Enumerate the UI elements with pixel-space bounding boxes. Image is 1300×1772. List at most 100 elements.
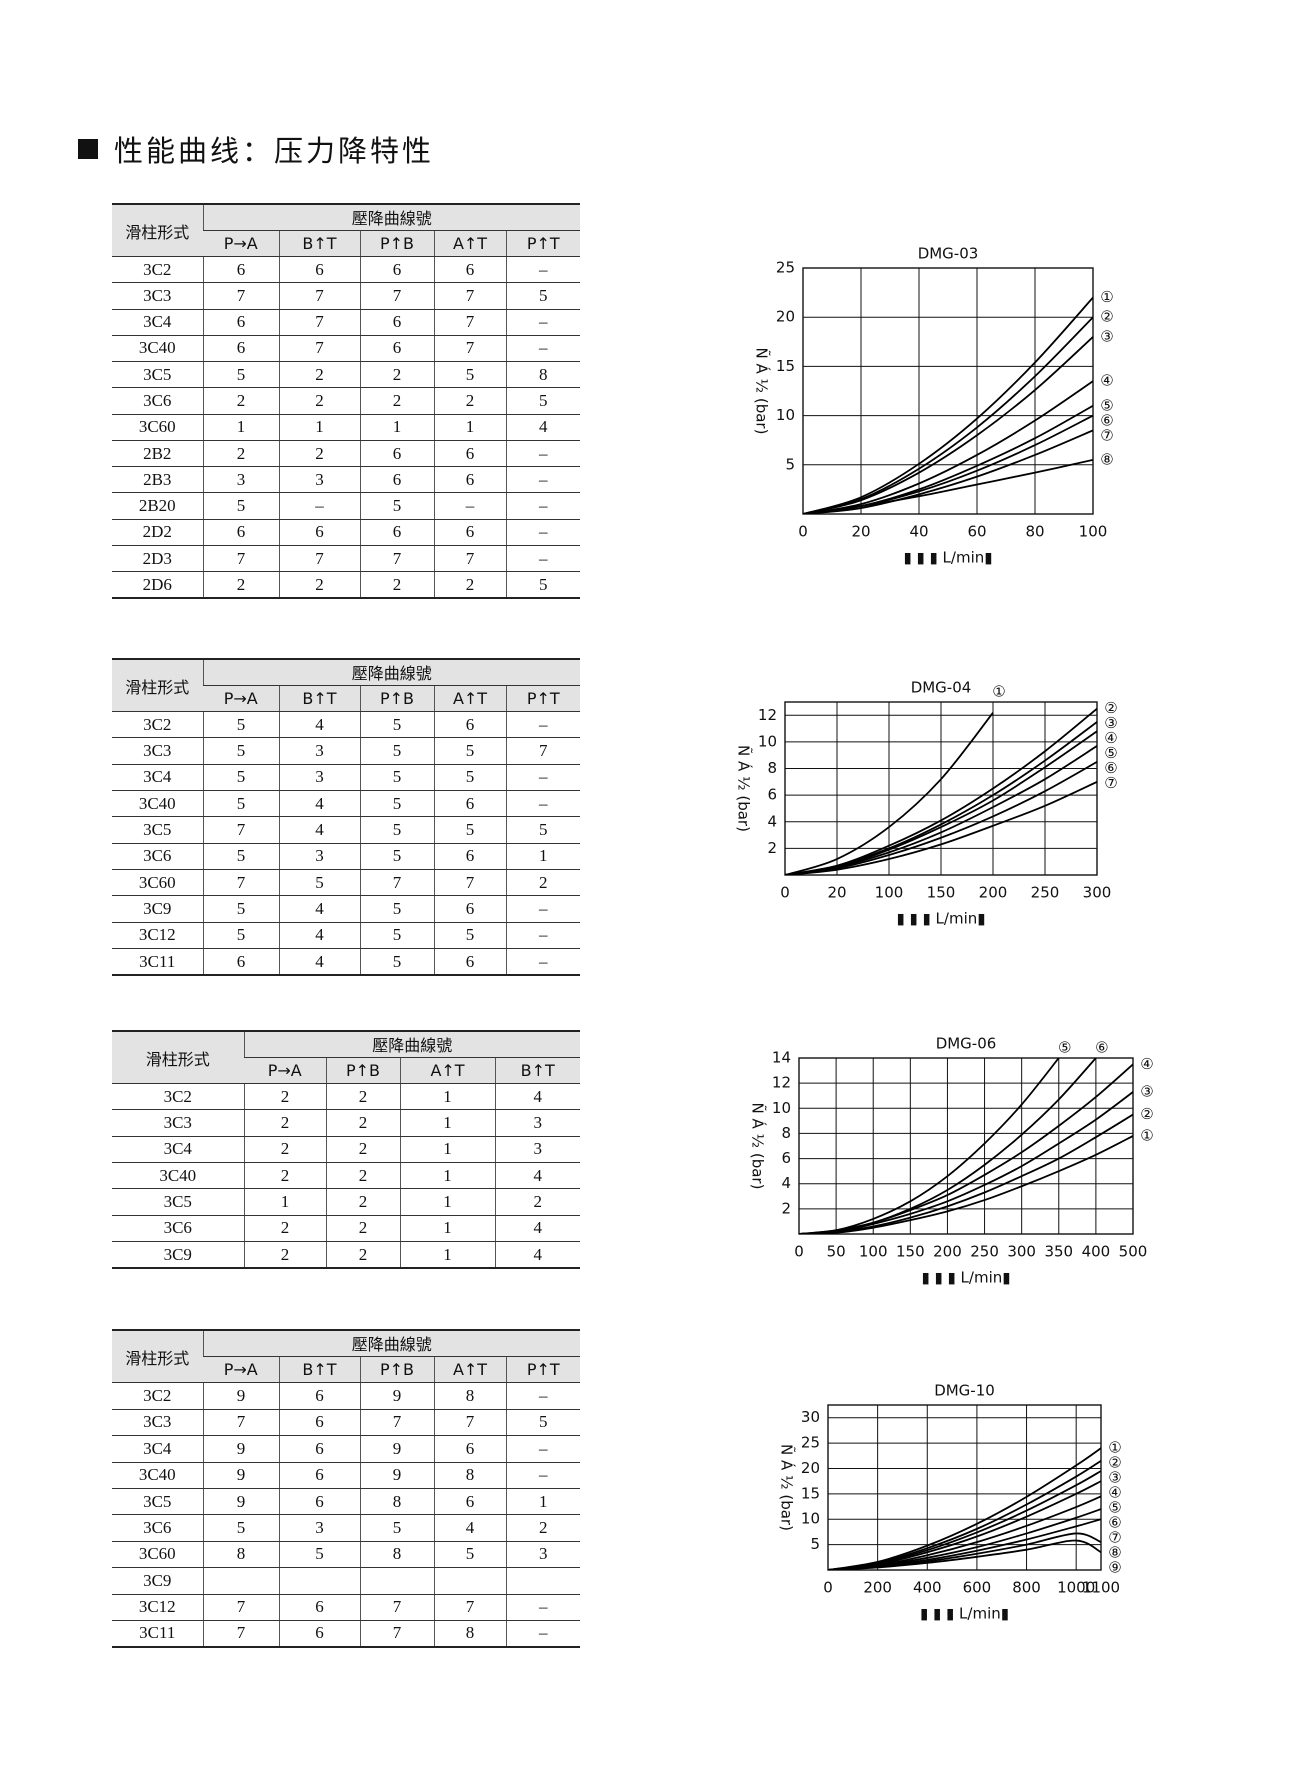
row-label: 2B2: [112, 440, 203, 468]
cell: 7: [359, 1620, 434, 1648]
y-axis-label: Ñ Á ½ (bar): [753, 348, 772, 435]
y-tick-label: 15: [801, 1484, 820, 1502]
y-axis-label: Ñ Á ½ (bar): [735, 745, 754, 832]
cell: 1: [505, 843, 581, 871]
cell: 6: [433, 790, 506, 818]
cell: –: [433, 492, 506, 520]
cell: –: [278, 492, 360, 520]
cell: 9: [202, 1435, 279, 1463]
cell: 5: [359, 948, 434, 976]
curve-label: ④: [1104, 729, 1117, 747]
cell: 2: [505, 869, 581, 897]
cell: 6: [359, 309, 434, 336]
row-label: 3C5: [112, 1488, 203, 1516]
table-row: 2D2 6 6 6 6–: [112, 519, 581, 546]
table-row: 3C2 2 2 1 4: [112, 1083, 581, 1111]
column-header: A↑T: [433, 230, 506, 258]
cell: 2: [325, 1188, 400, 1216]
row-label: 3C2: [112, 711, 203, 739]
cell: 2: [278, 387, 360, 415]
cell: –: [505, 1620, 581, 1648]
y-axis-label: Ñ Á ½ (bar): [778, 1444, 797, 1531]
table-row: 3C6 2 2 2 2 5: [112, 387, 581, 415]
cell: 6: [202, 335, 279, 363]
curve: [803, 296, 1093, 514]
table-row: 3C3 2 2 1 3: [112, 1109, 581, 1137]
table-row: 3C2 5 4 5 6–: [112, 711, 581, 739]
curve-label: ⑥: [1100, 411, 1113, 429]
cell: 6: [278, 256, 360, 284]
cell: 5: [359, 764, 434, 792]
cell: –: [505, 545, 581, 573]
header-row: 滑柱形式 壓降曲線號: [112, 1031, 581, 1085]
cell: –: [505, 711, 581, 739]
cell: 1: [399, 1083, 495, 1111]
cell: 4: [278, 790, 360, 818]
y-axis-label: Ñ Á ½ (bar): [749, 1103, 768, 1190]
table-row: 3C4 9 6 9 6–: [112, 1435, 581, 1463]
table-row: 3C40 2 2 1 4: [112, 1162, 581, 1190]
cell: 6: [433, 948, 506, 976]
cell: –: [505, 895, 581, 923]
cell: 5: [359, 711, 434, 739]
y-tick-label: 12: [758, 706, 777, 724]
x-tick-label: 1000: [1057, 1579, 1095, 1597]
curve-label: ⑤: [1104, 744, 1117, 762]
cell: 6: [433, 895, 506, 923]
cell: 5: [433, 1541, 506, 1569]
row-label: 3C6: [112, 843, 203, 871]
cell: 6: [433, 843, 506, 871]
cell: 5: [202, 764, 279, 792]
cell: 3: [494, 1136, 581, 1164]
cell: 7: [433, 1409, 506, 1437]
cell: [278, 1567, 360, 1595]
cell: 6: [433, 256, 506, 284]
cell: 7: [433, 309, 506, 336]
column-header: A↑T: [433, 1356, 506, 1384]
cell: 5: [202, 843, 279, 871]
cell: –: [505, 948, 581, 976]
cell: 7: [505, 737, 581, 765]
cell: 5: [278, 1541, 360, 1569]
table-row: 3C12 5 4 5 5–: [112, 922, 581, 950]
table-row: 3C6 5 3 5 6 1: [112, 843, 581, 871]
table-row: 3C5 7 4 5 5 5: [112, 816, 581, 844]
x-axis-label: ▮ ▮ ▮ L/min▮: [921, 1269, 1010, 1287]
cell: 5: [359, 1514, 434, 1542]
table-row: 3C6 5 3 5 4 2: [112, 1514, 581, 1542]
table-row: 3C40 9 6 9 8–: [112, 1462, 581, 1489]
cell: 2: [325, 1083, 400, 1111]
curve-label: ④: [1140, 1055, 1153, 1073]
curve: [828, 1539, 1101, 1570]
cell: 5: [505, 387, 581, 415]
cell: 2: [359, 387, 434, 415]
row-label: 3C40: [112, 1162, 244, 1190]
cell: 6: [433, 711, 506, 739]
cell: 5: [359, 790, 434, 818]
curve: [828, 1508, 1101, 1570]
cell: 9: [359, 1435, 434, 1463]
curve: [803, 404, 1093, 514]
plot-frame: [798, 1057, 1134, 1235]
corner-header: 滑柱形式: [112, 1031, 244, 1085]
cell: 6: [278, 519, 360, 546]
cell: 7: [202, 282, 279, 310]
cell: 6: [202, 519, 279, 546]
cell: 4: [494, 1241, 581, 1269]
cell: 1: [433, 414, 506, 441]
cell: 5: [359, 816, 434, 844]
chart-title: DMG-06: [936, 1035, 997, 1053]
row-label: 3C60: [112, 414, 203, 441]
row-label: 3C6: [112, 1514, 203, 1542]
cell: 7: [278, 335, 360, 363]
cell: –: [505, 1382, 581, 1410]
cell: 2: [243, 1162, 326, 1190]
cell: 8: [505, 361, 581, 389]
cell: –: [505, 309, 581, 336]
cell: 4: [278, 711, 360, 739]
table-row: 3C60 8 5 8 5 3: [112, 1541, 581, 1569]
cell: 5: [433, 737, 506, 765]
table-row: 3C12 7 6 7 7–: [112, 1594, 581, 1621]
row-label: 3C2: [112, 1083, 244, 1111]
cell: 7: [278, 545, 360, 573]
